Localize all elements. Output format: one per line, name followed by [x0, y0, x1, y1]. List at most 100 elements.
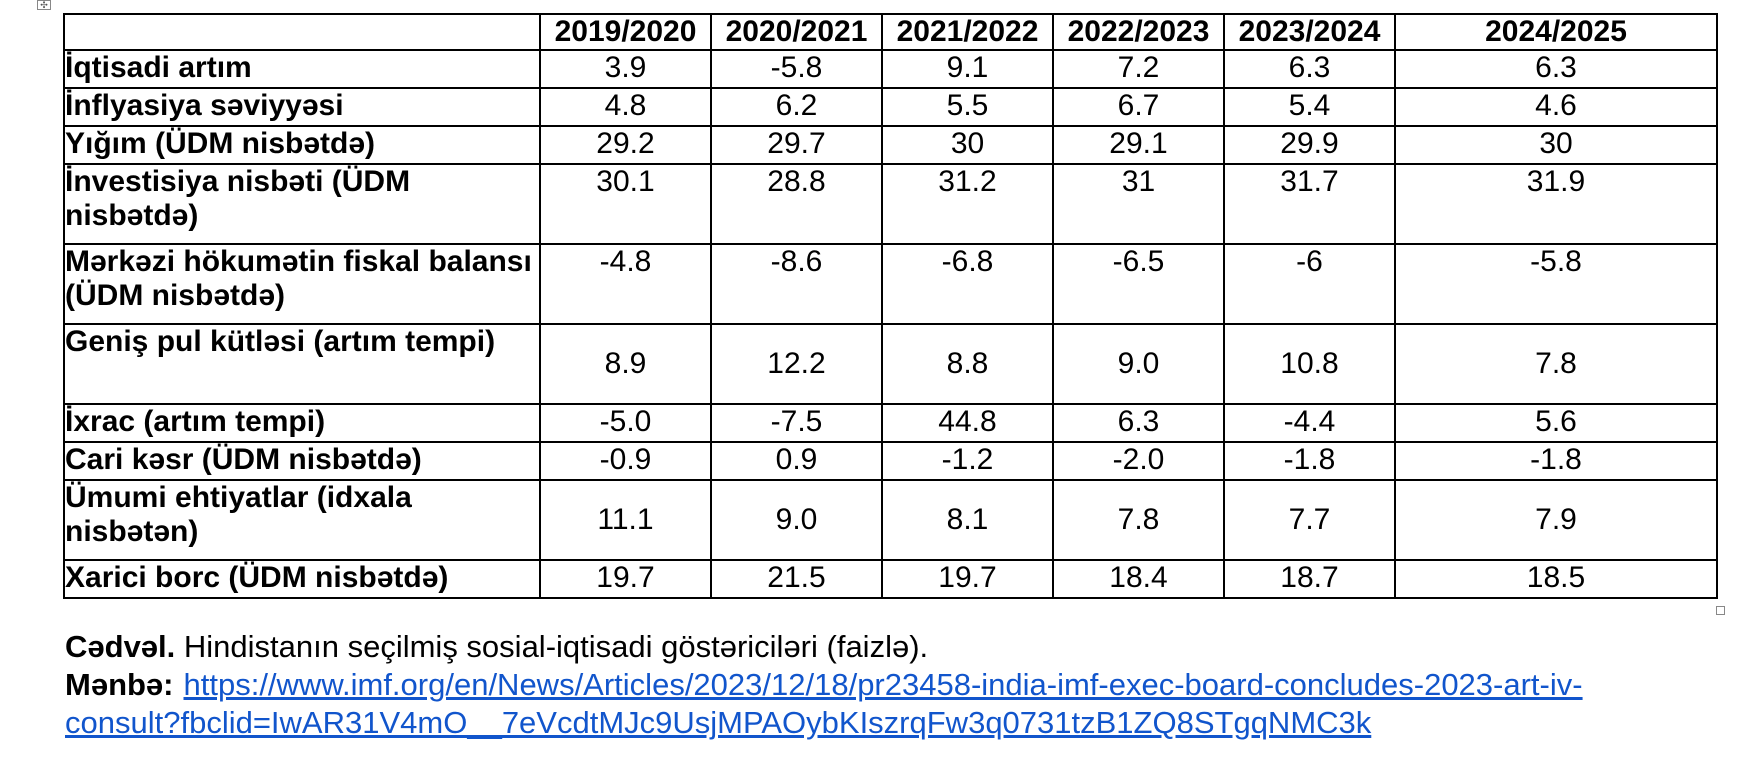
- caption-text: Hindistanın seçilmiş sosial-iqtisadi gös…: [175, 629, 929, 664]
- source-label: Mənbə:: [65, 667, 174, 702]
- source-line-continued: consult?fbclid=IwAR31V4mO__7eVcdtMJc9Usj…: [65, 704, 1735, 742]
- table-row: Geniş pul kütləsi (artım tempi) 8.9 12.2…: [63, 323, 1718, 405]
- year-header: 2019/2020: [539, 13, 712, 51]
- table-row: İnflyasiya səviyyəsi 4.8 6.2 5.5 6.7 5.4…: [63, 87, 1718, 127]
- table-cell: -1.2: [881, 441, 1054, 481]
- table-cell: -6.5: [1052, 243, 1225, 325]
- table-header-row: 2019/2020 2020/2021 2021/2022 2022/2023 …: [63, 13, 1718, 51]
- table-cell: 31.7: [1223, 163, 1396, 245]
- table-cell: 18.7: [1223, 559, 1396, 599]
- year-header: 2021/2022: [881, 13, 1054, 51]
- table-cell: -6.8: [881, 243, 1054, 325]
- source-link[interactable]: https://www.imf.org/en/News/Articles/202…: [183, 667, 1583, 702]
- table-cell: 28.8: [710, 163, 883, 245]
- table-cell: 29.1: [1052, 125, 1225, 165]
- table-cell: 12.2: [710, 323, 883, 405]
- table-cell: 5.6: [1394, 403, 1718, 443]
- table-cell: 3.9: [539, 49, 712, 89]
- table-cell: -0.9: [539, 441, 712, 481]
- table-cell: 30: [881, 125, 1054, 165]
- table-cell: -5.8: [710, 49, 883, 89]
- table-cell: 9.0: [710, 479, 883, 561]
- table-cell: 6.3: [1052, 403, 1225, 443]
- table-row: Yığım (ÜDM nisbətdə) 29.2 29.7 30 29.1 2…: [63, 125, 1718, 165]
- row-label: İxrac (artım tempi): [63, 403, 541, 443]
- table-cell: 4.6: [1394, 87, 1718, 127]
- table-cell: 18.5: [1394, 559, 1718, 599]
- table-cell: -1.8: [1394, 441, 1718, 481]
- row-label: İnflyasiya səviyyəsi: [63, 87, 541, 127]
- table-cell: 19.7: [881, 559, 1054, 599]
- year-header: 2024/2025: [1394, 13, 1718, 51]
- year-header: 2023/2024: [1223, 13, 1396, 51]
- table-cell: 5.5: [881, 87, 1054, 127]
- table-cell: -2.0: [1052, 441, 1225, 481]
- table-cell: 7.8: [1052, 479, 1225, 561]
- caption-line: Cədvəl. Hindistanın seçilmiş sosial-iqti…: [65, 628, 1735, 666]
- table-cell: 0.9: [710, 441, 883, 481]
- table-cell: 29.7: [710, 125, 883, 165]
- table-cell: 11.1: [539, 479, 712, 561]
- table-cell: 8.8: [881, 323, 1054, 405]
- source-line: Mənbə: https://www.imf.org/en/News/Articl…: [65, 666, 1735, 704]
- table-cell: 31.9: [1394, 163, 1718, 245]
- table-cell: 9.0: [1052, 323, 1225, 405]
- year-header: 2020/2021: [710, 13, 883, 51]
- row-label: Ümumi ehtiyatlar (idxala nisbətən): [63, 479, 541, 561]
- row-label: Yığım (ÜDM nisbətdə): [63, 125, 541, 165]
- table-cell: 4.8: [539, 87, 712, 127]
- table-cell: 9.1: [881, 49, 1054, 89]
- table-caption: Cədvəl. Hindistanın seçilmiş sosial-iqti…: [65, 628, 1735, 742]
- table-row: Xarici borc (ÜDM nisbətdə) 19.7 21.5 19.…: [63, 559, 1718, 599]
- table-row: İqtisadi artım 3.9 -5.8 9.1 7.2 6.3 6.3: [63, 49, 1718, 89]
- table-cell: 21.5: [710, 559, 883, 599]
- row-label: Cari kəsr (ÜDM nisbətdə): [63, 441, 541, 481]
- row-label: İnvestisiya nisbəti (ÜDM nisbətdə): [63, 163, 541, 245]
- source-link-continued[interactable]: consult?fbclid=IwAR31V4mO__7eVcdtMJc9Usj…: [65, 705, 1372, 740]
- table-cell: 6.7: [1052, 87, 1225, 127]
- caption-label: Cədvəl.: [65, 629, 176, 664]
- table-cell: 7.2: [1052, 49, 1225, 89]
- table-cell: 6.3: [1223, 49, 1396, 89]
- row-label: İqtisadi artım: [63, 49, 541, 89]
- table-cell: 7.7: [1223, 479, 1396, 561]
- table-cell: -5.0: [539, 403, 712, 443]
- table-cell: -4.8: [539, 243, 712, 325]
- row-label: Xarici borc (ÜDM nisbətdə): [63, 559, 541, 599]
- table-cell: 30.1: [539, 163, 712, 245]
- table-row: Ümumi ehtiyatlar (idxala nisbətən) 11.1 …: [63, 479, 1718, 561]
- table-cell: -4.4: [1223, 403, 1396, 443]
- table-cell: 30: [1394, 125, 1718, 165]
- row-label: Mərkəzi hökumətin fiskal balansı (ÜDM ni…: [63, 243, 541, 325]
- table-cell: 6.2: [710, 87, 883, 127]
- table-row: İxrac (artım tempi) -5.0 -7.5 44.8 6.3 -…: [63, 403, 1718, 443]
- table-cell: 5.4: [1223, 87, 1396, 127]
- table-row: Mərkəzi hökumətin fiskal balansı (ÜDM ni…: [63, 243, 1718, 325]
- table-cell: -8.6: [710, 243, 883, 325]
- header-corner-cell: [63, 13, 541, 51]
- table-cell: 18.4: [1052, 559, 1225, 599]
- table-cell: -6: [1223, 243, 1396, 325]
- table-cell: 10.8: [1223, 323, 1396, 405]
- year-header: 2022/2023: [1052, 13, 1225, 51]
- table-resize-handle[interactable]: [1716, 606, 1725, 615]
- table-cell: 29.9: [1223, 125, 1396, 165]
- table-cell: -5.8: [1394, 243, 1718, 325]
- table-cell: 31.2: [881, 163, 1054, 245]
- table-row: İnvestisiya nisbəti (ÜDM nisbətdə) 30.1 …: [63, 163, 1718, 245]
- table-cell: 31: [1052, 163, 1225, 245]
- table-cell: -7.5: [710, 403, 883, 443]
- indicators-table: 2019/2020 2020/2021 2021/2022 2022/2023 …: [63, 13, 1718, 599]
- table-cell: 19.7: [539, 559, 712, 599]
- table-cell: 8.9: [539, 323, 712, 405]
- table-move-handle-icon[interactable]: ✣: [37, 0, 51, 10]
- table-cell: 44.8: [881, 403, 1054, 443]
- row-label: Geniş pul kütləsi (artım tempi): [63, 323, 541, 405]
- table-cell: 7.8: [1394, 323, 1718, 405]
- table-cell: 6.3: [1394, 49, 1718, 89]
- table-cell: 7.9: [1394, 479, 1718, 561]
- table-cell: 8.1: [881, 479, 1054, 561]
- table-cell: -1.8: [1223, 441, 1396, 481]
- table-cell: 29.2: [539, 125, 712, 165]
- table-row: Cari kəsr (ÜDM nisbətdə) -0.9 0.9 -1.2 -…: [63, 441, 1718, 481]
